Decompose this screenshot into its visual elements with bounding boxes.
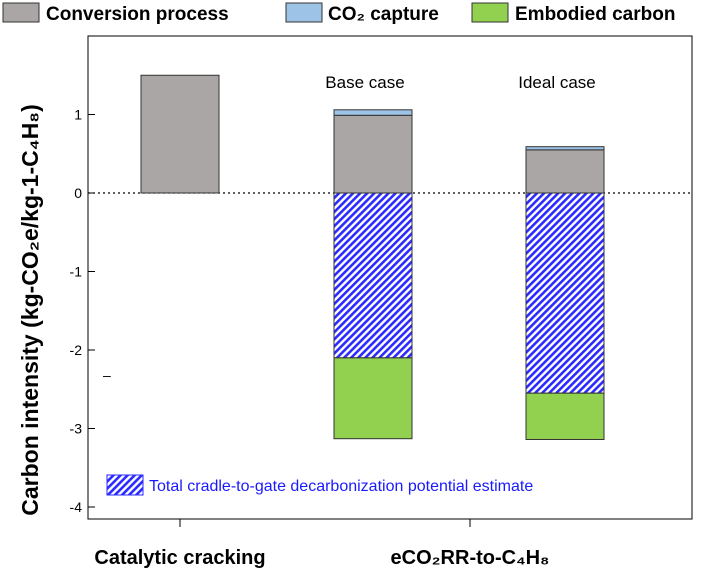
- bar-conversion: [525, 149, 605, 194]
- legend: Conversion process CO₂ capture Embodied …: [2, 2, 675, 25]
- legend-label-conversion: Conversion process: [46, 4, 229, 25]
- bars: [140, 74, 605, 440]
- y-axis-title: Carbon intensity (kg-CO₂e/kg-1-C₄H₈): [17, 104, 43, 515]
- decarbonization-annotation: Total cradle-to-gate decarbonization pot…: [106, 474, 533, 496]
- y-tick-label: -1: [70, 264, 83, 280]
- y-tick-label: -3: [70, 421, 83, 437]
- legend-swatch-co2-capture: [285, 2, 323, 23]
- legend-swatch-conversion: [2, 2, 40, 23]
- bar-case-label: Ideal case: [518, 73, 596, 92]
- bar-capture: [525, 146, 605, 151]
- plot-frame: [87, 35, 693, 520]
- bar-conversion: [140, 74, 220, 194]
- y-tick-label: 0: [74, 185, 82, 201]
- stray-mark: –: [103, 367, 111, 383]
- bar-embodied: [525, 392, 605, 440]
- legend-item-conversion: Conversion process: [2, 2, 229, 25]
- bar-capture: [333, 109, 413, 116]
- legend-swatch-embodied-carbon: [471, 2, 509, 23]
- category-label-eco2rr: eCO₂RR-to-C₄H₈: [391, 547, 550, 569]
- bar-case-label: Base case: [325, 73, 404, 92]
- y-tick-label: -2: [70, 342, 83, 358]
- y-tick-label: -4: [70, 499, 83, 515]
- decarbonization-note: Total cradle-to-gate decarbonization pot…: [149, 478, 533, 495]
- bar-decarbonization: [525, 192, 605, 394]
- legend-label-embodied-carbon: Embodied carbon: [515, 4, 675, 25]
- legend-item-co2-capture: CO₂ capture: [285, 2, 439, 25]
- decarbonization-swatch: [106, 474, 144, 496]
- y-tick-label: 1: [74, 107, 82, 123]
- category-label-catalytic-cracking: Catalytic cracking: [94, 547, 265, 569]
- bar-embodied: [333, 357, 413, 440]
- bar-conversion: [333, 114, 413, 194]
- legend-item-embodied-carbon: Embodied carbon: [471, 2, 675, 25]
- legend-label-co2-capture: CO₂ capture: [328, 4, 439, 25]
- bar-labels: Base case Ideal case: [325, 73, 595, 92]
- bar-decarbonization: [333, 192, 413, 359]
